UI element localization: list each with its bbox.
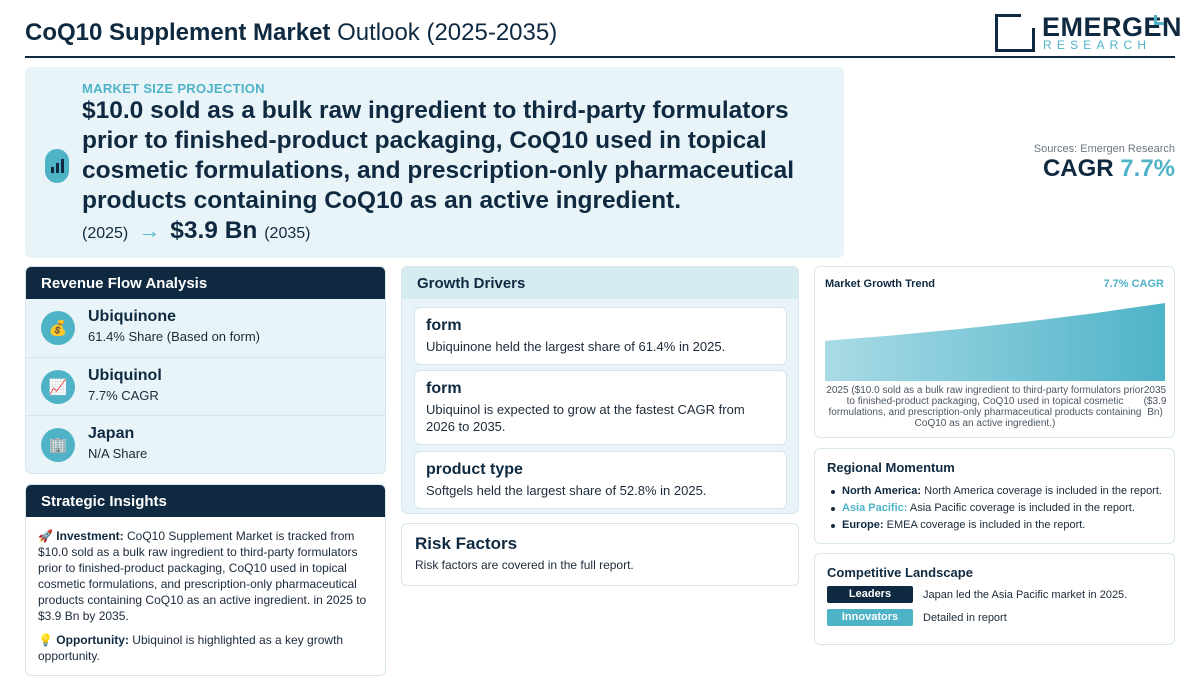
trend-area (825, 303, 1165, 381)
end-value: $3.9 Bn (170, 217, 258, 244)
revenue-flow-item: 💰 Ubiquinone 61.4% Share (Based on form) (26, 299, 385, 358)
revenue-flow-name: Japan (88, 425, 135, 442)
revenue-flow-panel: Revenue Flow Analysis 💰 Ubiquinone 61.4%… (25, 266, 386, 474)
page-title-rest: Outlook (2025-2035) (330, 19, 558, 46)
region-name: Asia Pacific: (842, 502, 908, 514)
driver-title: product type (426, 461, 523, 478)
bar-chart-icon (45, 149, 69, 183)
growth-driver-card: form Ubiquinol is expected to grow at th… (414, 370, 787, 445)
risk-factors-panel: Risk Factors Risk factors are covered in… (401, 523, 799, 586)
region-item: Asia Pacific: Asia Pacific coverage is i… (827, 500, 1162, 517)
revenue-flow-sub: 61.4% Share (Based on form) (88, 329, 260, 344)
logo-mark-icon (995, 14, 1035, 52)
revenue-flow-item: 🏢 Japan N/A Share (26, 416, 385, 473)
region-name: Europe: (842, 519, 884, 531)
trend-start-label: 2025 ($10.0 sold as a bulk raw ingredien… (826, 385, 1144, 429)
page-title-bold: CoQ10 Supplement Market (25, 19, 331, 46)
driver-text: Softgels held the largest share of 52.8%… (426, 483, 707, 498)
trend-cagr: 7.7% CAGR (1103, 278, 1164, 290)
building-icon: 🏢 (41, 428, 75, 462)
growth-drivers-title: Growth Drivers (402, 267, 798, 299)
risk-factors-text: Risk factors are covered in the full rep… (415, 558, 634, 572)
market-size-projection: $10.0 sold as a bulk raw ingredient to t… (82, 96, 822, 249)
start-year: (2025) (82, 225, 129, 242)
competitive-text: Detailed in report (923, 611, 1007, 624)
driver-text: Ubiquinone held the largest share of 61.… (426, 339, 726, 354)
growth-drivers-panel: Growth Drivers form Ubiquinone held the … (401, 266, 799, 514)
revenue-flow-name: Ubiquinone (88, 308, 176, 325)
sources-note: Sources: Emergen Research (1033, 143, 1175, 155)
opportunity-text: Ubiquinol is highlighted as a key growth… (38, 633, 344, 663)
region-item: Europe: EMEA coverage is included in the… (827, 517, 1162, 534)
cagr-value: 7.7% (1120, 155, 1175, 182)
investment-label: Investment: (56, 529, 124, 543)
strategic-insights-panel: Strategic Insights 🚀 Investment: CoQ10 S… (25, 484, 386, 676)
chart-up-icon: 📈 (41, 369, 75, 404)
arrow-right-icon: → (138, 218, 161, 243)
page-header: CoQ10 Supplement Market Outlook (2025-20… (25, 0, 1182, 58)
revenue-flow-sub: 7.7% CAGR (88, 387, 159, 403)
competitive-landscape-title: Competitive Landscape (827, 565, 973, 580)
revenue-flow-title: Revenue Flow Analysis (26, 267, 385, 299)
innovators-badge: Innovators (827, 609, 913, 626)
growth-driver-card: product type Softgels held the largest s… (414, 451, 787, 509)
competitive-row: Innovators Detailed in report (827, 609, 1162, 626)
competitive-text: Japan led the Asia Pacific market in 202… (923, 588, 1128, 601)
page-title: CoQ10 Supplement Market Outlook (2025-20… (25, 19, 557, 47)
revenue-flow-item: 📈 Ubiquinol 7.7% CAGR (26, 358, 385, 416)
logo-word-secondary: RESEARCH (1043, 38, 1152, 52)
regional-momentum-panel: Regional Momentum North America: North A… (814, 448, 1175, 544)
trend-chart (825, 303, 1165, 381)
market-growth-trend-panel: Market Growth Trend 7.7% CAGR 2025 ($10.… (814, 266, 1175, 438)
cagr-label: CAGR (1042, 155, 1114, 182)
start-value: $10.0 sold as a bulk raw ingredient to t… (82, 97, 795, 214)
region-text: Asia Pacific coverage is included in the… (907, 502, 1135, 514)
market-size-panel: MARKET SIZE PROJECTION $10.0 sold as a b… (25, 67, 844, 258)
investment-insight: 🚀 Investment: CoQ10 Supplement Market is… (38, 528, 373, 624)
strategic-insights-title: Strategic Insights (26, 485, 385, 517)
growth-driver-card: form Ubiquinone held the largest share o… (414, 307, 787, 365)
end-year: (2035) (264, 225, 311, 242)
region-text: EMEA coverage is included in the report. (883, 519, 1086, 531)
revenue-flow-sub: N/A Share (88, 446, 148, 461)
logo-arrow-icon (1154, 15, 1164, 25)
regional-list: North America: North America coverage is… (827, 483, 1162, 534)
strategic-insights-body: 🚀 Investment: CoQ10 Supplement Market is… (26, 517, 385, 664)
driver-text: Ubiquinol is expected to grow at the fas… (426, 402, 745, 434)
revenue-flow-name: Ubiquinol (88, 366, 162, 384)
leaders-badge: Leaders (827, 586, 913, 603)
risk-factors-title: Risk Factors (415, 534, 518, 553)
region-item: North America: North America coverage is… (827, 483, 1162, 500)
competitive-landscape-panel: Competitive Landscape Leaders Japan led … (814, 553, 1175, 645)
region-text: North America coverage is included in th… (921, 485, 1162, 497)
opportunity-insight: 💡 Opportunity: Ubiquinol is highlighted … (38, 632, 373, 664)
region-name: North America: (842, 485, 922, 497)
rocket-icon: 🚀 (38, 529, 53, 543)
money-bag-icon: 💰 (41, 311, 75, 345)
trend-end-label: 2035 ($3.9 Bn) (1143, 385, 1167, 418)
market-size-label: MARKET SIZE PROJECTION (82, 81, 265, 96)
trend-title: Market Growth Trend (825, 278, 936, 290)
regional-momentum-title: Regional Momentum (827, 460, 955, 475)
logo-word-primary: EMERGEN (1042, 12, 1183, 42)
cagr-summary: CAGR 7.7% (1043, 155, 1175, 183)
opportunity-label: Opportunity: (56, 633, 129, 647)
driver-title: form (426, 317, 462, 334)
investment-text: CoQ10 Supplement Market is tracked from … (38, 529, 367, 623)
competitive-row: Leaders Japan led the Asia Pacific marke… (827, 586, 1162, 603)
lightbulb-icon: 💡 (38, 633, 53, 647)
emergen-logo[interactable]: EMERGEN RESEARCH (995, 12, 1182, 54)
driver-title: form (426, 380, 462, 397)
